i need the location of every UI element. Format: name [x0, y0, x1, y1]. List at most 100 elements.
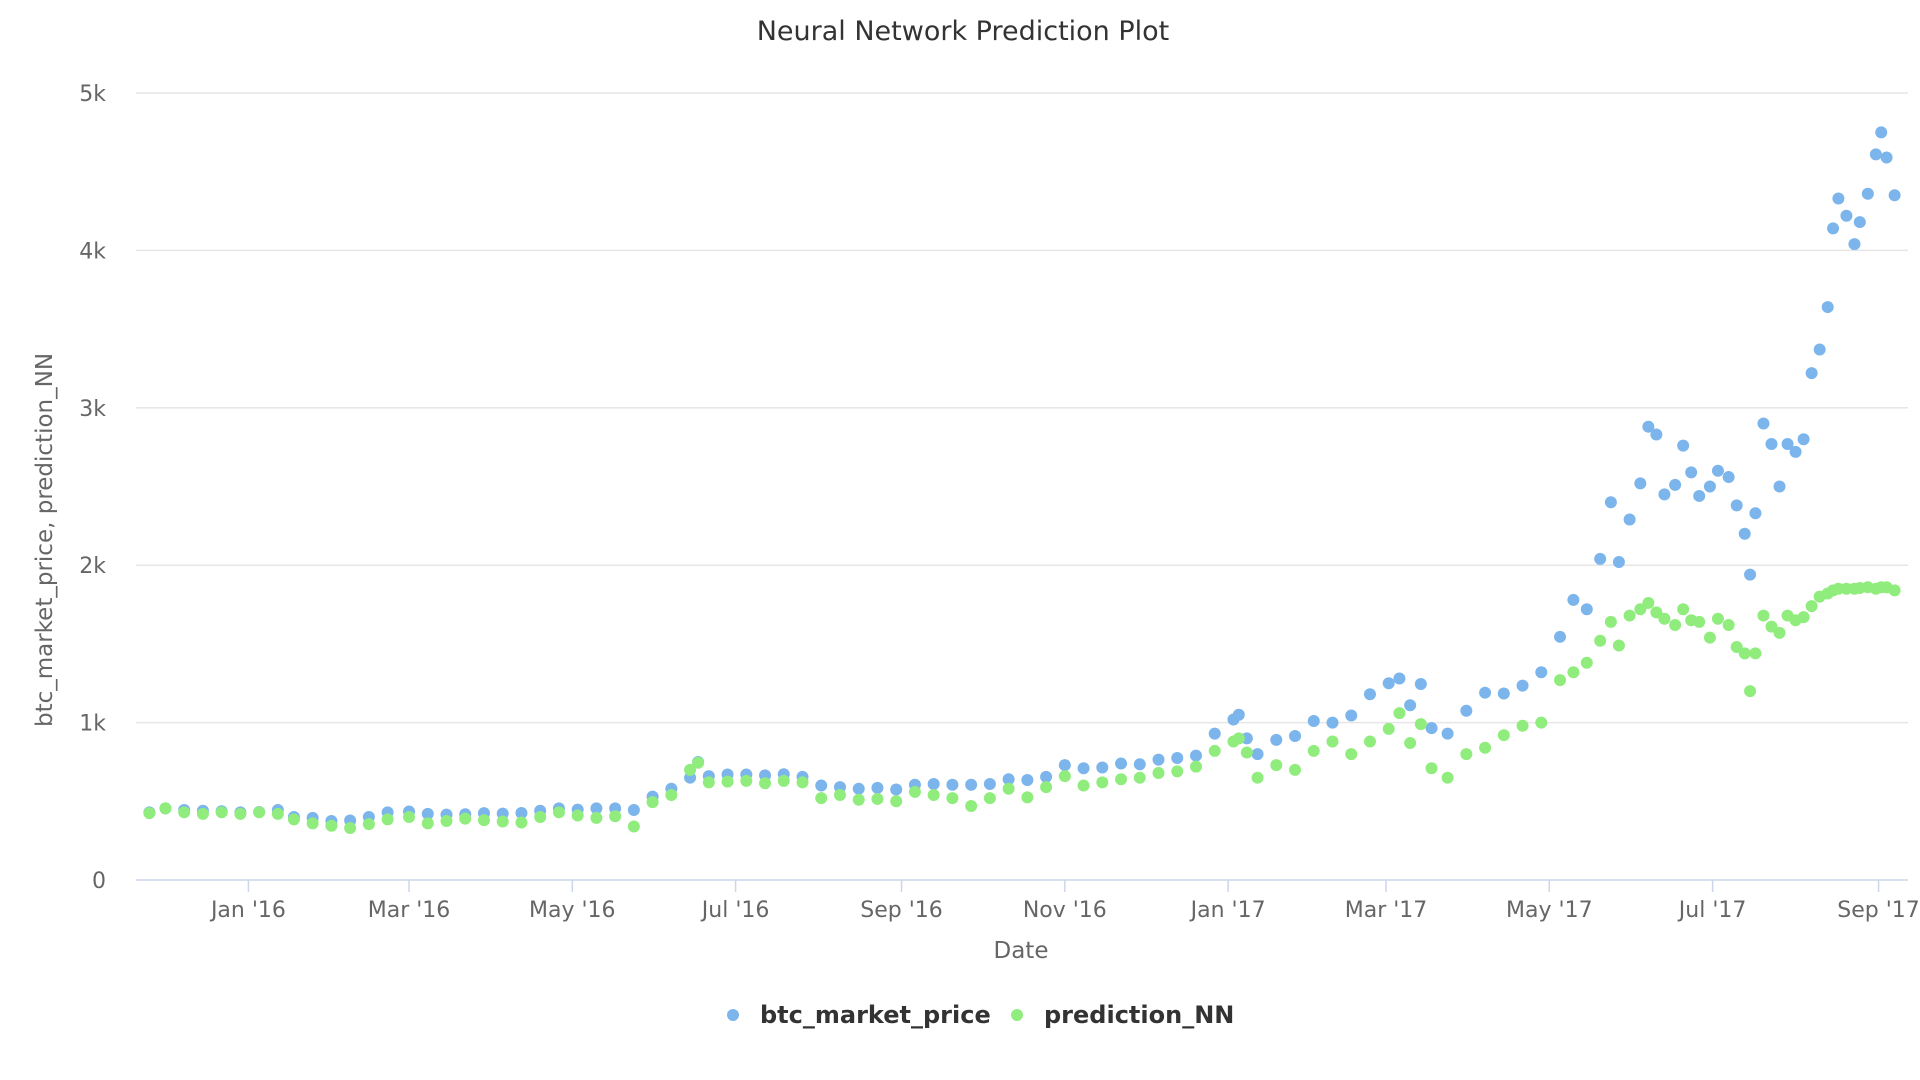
data-point: [1115, 773, 1128, 786]
data-point: [403, 811, 416, 824]
data-point: [1567, 666, 1580, 679]
data-point: [1805, 600, 1818, 613]
data-point: [1703, 480, 1716, 493]
data-point: [1497, 687, 1510, 700]
data-point: [1363, 688, 1376, 701]
data-point: [1827, 222, 1840, 235]
data-point: [496, 815, 509, 828]
data-point: [1821, 301, 1834, 314]
data-point: [1840, 209, 1853, 222]
data-point: [1404, 737, 1417, 750]
legend-marker: [727, 1009, 739, 1021]
data-point: [590, 802, 603, 815]
x-tick-label: Nov '16: [1023, 898, 1107, 923]
data-point: [1382, 722, 1395, 735]
data-point: [815, 779, 828, 792]
data-point: [665, 789, 678, 802]
data-point: [1677, 603, 1690, 616]
data-point: [1880, 151, 1893, 164]
chart-title: Neural Network Prediction Plot: [757, 16, 1170, 47]
y-axis-title: btc_market_price, prediction_NN: [32, 353, 58, 727]
data-point: [1722, 471, 1735, 484]
data-point: [1289, 763, 1302, 776]
axes: 0 1k 2k 3k 4k 5k Jan '16 Mar '16 May '16 Jul '16 S…: [79, 82, 1920, 923]
data-point: [1853, 216, 1866, 229]
data-point: [1425, 762, 1438, 775]
data-point: [1738, 647, 1751, 660]
y-tick-label: 0: [92, 869, 106, 894]
y-tick-label: 3k: [79, 397, 106, 422]
data-point: [1711, 612, 1724, 625]
x-tick-label: Mar '17: [1345, 898, 1428, 923]
data-point: [1832, 192, 1845, 205]
data-point: [1270, 733, 1283, 746]
data-point: [1289, 729, 1302, 742]
data-point: [1650, 606, 1663, 619]
data-point: [1441, 727, 1454, 740]
data-point: [1040, 770, 1053, 783]
data-point: [627, 820, 640, 833]
data-point: [646, 796, 659, 809]
data-point: [1077, 762, 1090, 775]
data-point: [871, 781, 884, 794]
legend-marker: [1011, 1009, 1023, 1021]
data-point: [983, 792, 996, 805]
data-point: [271, 807, 284, 820]
data-point: [1623, 513, 1636, 526]
data-point: [306, 817, 319, 830]
data-point: [1554, 674, 1567, 687]
data-point: [515, 806, 528, 819]
legend-label: prediction_NN: [1044, 1001, 1234, 1029]
data-point: [1460, 748, 1473, 761]
data-point: [1604, 496, 1617, 509]
data-point: [702, 776, 715, 789]
data-point: [1703, 631, 1716, 644]
data-point: [1765, 438, 1778, 451]
data-point: [759, 777, 772, 790]
data-point: [1040, 781, 1053, 794]
data-point: [1634, 603, 1647, 616]
data-point: [362, 818, 375, 831]
data-point: [1270, 759, 1283, 772]
x-tick-label: Sep '16: [860, 898, 943, 923]
data-point: [1693, 489, 1706, 502]
data-point: [1642, 420, 1655, 433]
legend: btc_market_price prediction_NN: [727, 1001, 1234, 1029]
data-point: [740, 774, 753, 787]
data-point: [1393, 707, 1406, 720]
data-point: [833, 789, 846, 802]
data-point: [1580, 656, 1593, 669]
data-point: [1058, 759, 1071, 772]
data-point: [609, 810, 622, 823]
data-points: [143, 126, 1901, 835]
data-point: [1888, 584, 1901, 597]
x-tick-label: May '17: [1506, 898, 1593, 923]
data-point: [1307, 744, 1320, 757]
data-point: [344, 822, 357, 835]
y-tick-label: 1k: [79, 712, 106, 737]
data-point: [1711, 464, 1724, 477]
data-point: [1002, 773, 1015, 786]
legend-item-btc_market_price[interactable]: btc_market_price: [727, 1001, 991, 1029]
data-point: [1345, 709, 1358, 722]
data-point: [1781, 438, 1794, 451]
data-point: [1021, 774, 1034, 787]
data-point: [983, 777, 996, 790]
data-point: [325, 819, 338, 832]
data-point: [1749, 507, 1762, 520]
data-point: [552, 806, 565, 819]
data-point: [1757, 609, 1770, 622]
data-point: [1189, 749, 1202, 762]
x-tick-label: Mar '16: [368, 898, 451, 923]
x-tick-label: May '16: [529, 898, 616, 923]
x-tick-label: Jan '16: [209, 898, 286, 923]
data-point: [590, 811, 603, 824]
data-point: [1460, 704, 1473, 717]
data-point: [1693, 615, 1706, 628]
data-point: [1232, 708, 1245, 721]
legend-item-prediction_NN[interactable]: prediction_NN: [1011, 1001, 1234, 1029]
data-point: [1554, 630, 1567, 643]
data-point: [196, 807, 209, 820]
data-point: [1171, 765, 1184, 778]
data-point: [946, 792, 959, 805]
